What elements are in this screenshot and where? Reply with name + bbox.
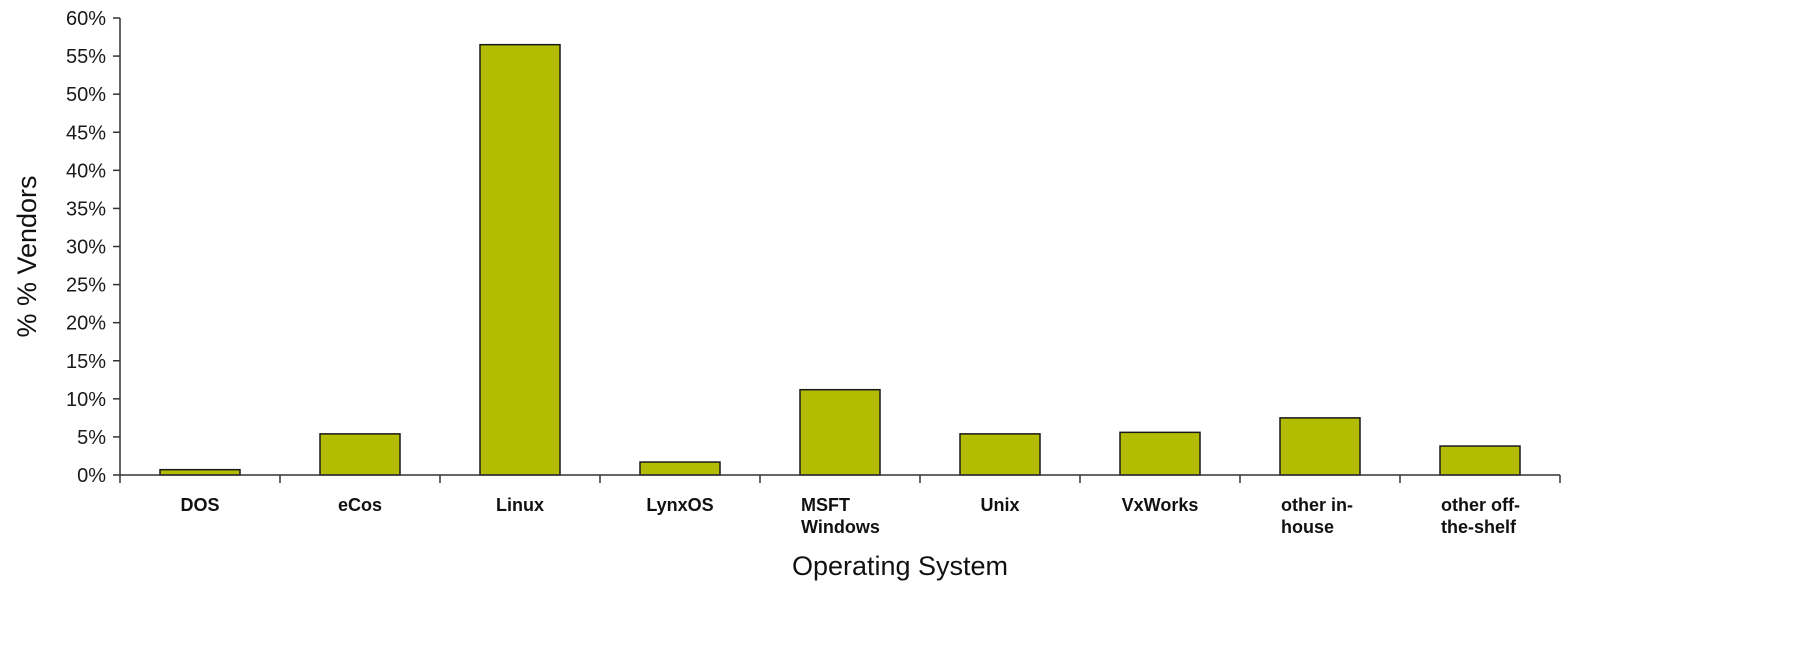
x-tick-label: Unix: [980, 495, 1019, 515]
y-ticks-group: 0% 5% 10% 15% 20% 25% 30% 35% 40% 45% 50% 55% 60%: [66, 8, 120, 487]
x-tick-label: LynxOS: [646, 495, 713, 515]
y-tick-label: 5%: [77, 427, 106, 449]
y-tick-label: 10%: [66, 389, 106, 411]
y-tick-label: 0%: [77, 465, 106, 487]
x-tick-label: VxWorks: [1122, 495, 1199, 515]
y-tick-label: 35%: [66, 198, 106, 220]
x-tick-label: eCos: [338, 495, 382, 515]
bar: [799, 388, 881, 476]
y-tick-label: 50%: [66, 84, 106, 106]
y-tick-label: 25%: [66, 275, 106, 297]
bar: [319, 433, 401, 476]
x-tick-label: house: [1281, 517, 1334, 537]
y-tick-label: 45%: [66, 122, 106, 144]
y-tick-label: 15%: [66, 351, 106, 373]
bar: [1119, 431, 1201, 476]
x-tick-label: MSFT: [801, 495, 850, 515]
y-tick-label: 40%: [66, 160, 106, 182]
bars-group: [159, 43, 1521, 476]
bar: [959, 433, 1041, 476]
y-tick-label: 60%: [66, 8, 106, 30]
y-tick-label: 20%: [66, 313, 106, 335]
bar: [1439, 445, 1521, 476]
y-tick-label: 30%: [66, 237, 106, 259]
bar: [1279, 417, 1361, 476]
x-tick-label: other off-: [1441, 495, 1520, 515]
bar: [639, 461, 721, 476]
x-tick-label: Windows: [801, 517, 880, 537]
bar: [159, 468, 241, 476]
x-tick-label: other in-: [1281, 495, 1353, 515]
x-axis-title: Operating System: [792, 551, 1008, 581]
bar: [479, 43, 561, 476]
x-tick-label: DOS: [180, 495, 219, 515]
x-tick-label: Linux: [496, 495, 544, 515]
y-tick-label: 55%: [66, 46, 106, 68]
x-tick-label: the-shelf: [1441, 517, 1517, 537]
y-axis-title: % % Vendors: [12, 175, 42, 337]
